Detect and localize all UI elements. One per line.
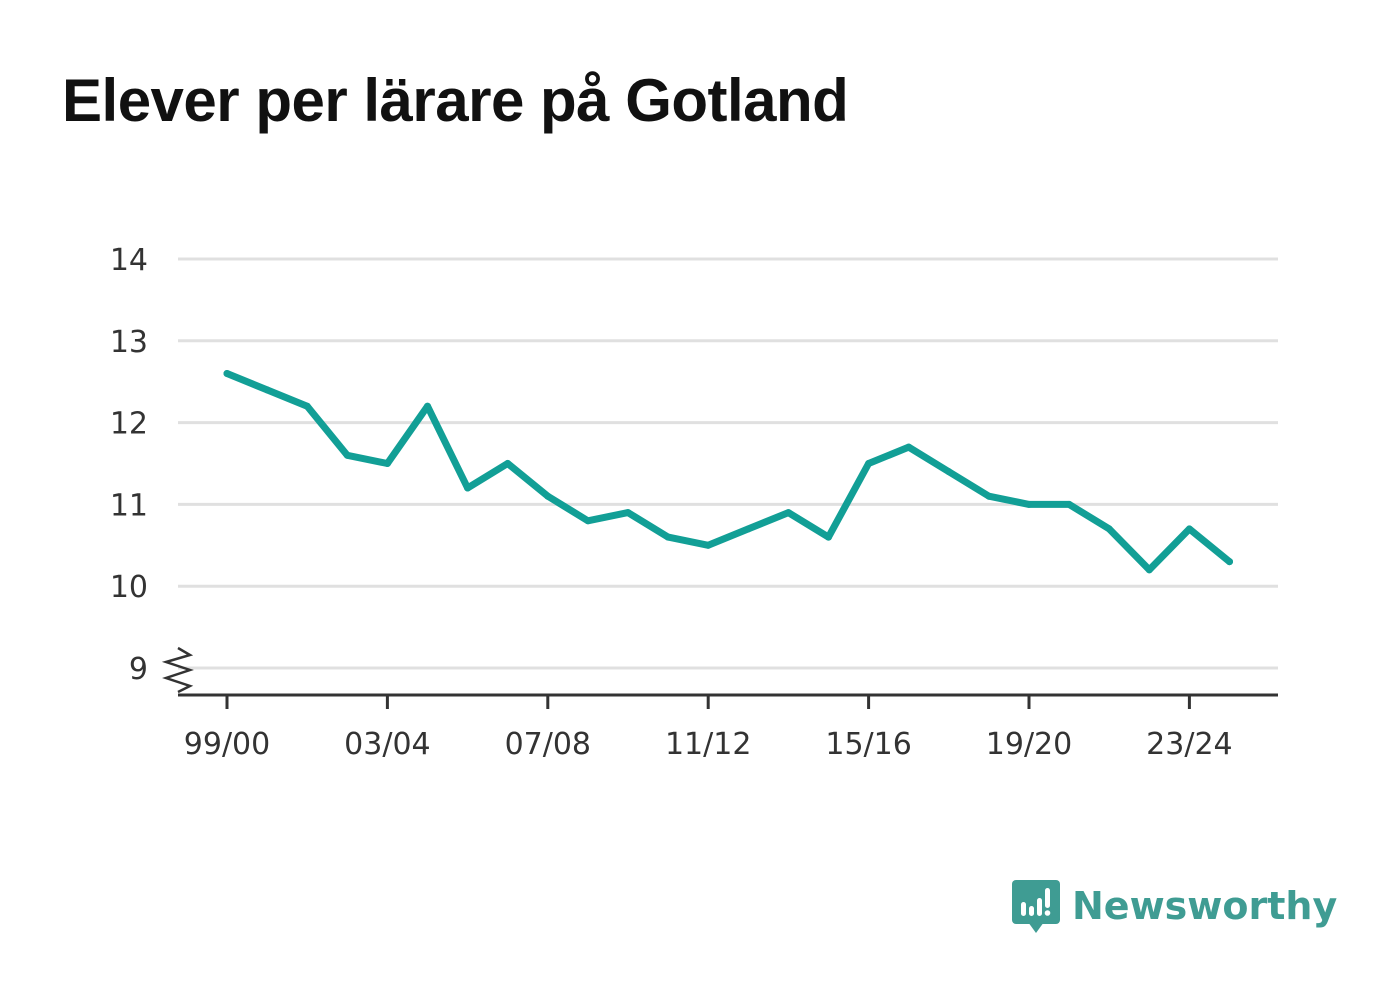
data-point: [1145, 566, 1153, 574]
data-point: [664, 533, 672, 541]
data-point: [424, 402, 431, 410]
y-tick-label: 10: [110, 570, 148, 605]
series-layer: [223, 370, 1233, 574]
data-point: [1105, 525, 1113, 533]
x-tick-label: 19/20: [986, 727, 1072, 762]
x-tick-label: 03/04: [344, 727, 430, 762]
newsworthy-brand[interactable]: Newsworthy: [1010, 876, 1337, 936]
data-point: [985, 492, 993, 500]
data-point: [584, 517, 592, 525]
data-point: [223, 370, 231, 378]
data-point: [1226, 558, 1233, 566]
data-point: [624, 509, 632, 517]
data-point: [343, 451, 351, 459]
data-point: [704, 541, 712, 549]
data-point: [1065, 500, 1073, 508]
x-tick-label: 07/08: [505, 727, 591, 762]
data-point: [544, 492, 552, 500]
data-point: [263, 386, 271, 394]
y-tick-label: 12: [110, 407, 148, 442]
x-tick-label: 15/16: [825, 727, 911, 762]
x-tick-label: 23/24: [1146, 727, 1232, 762]
data-point: [504, 460, 512, 467]
y-tick-label: 13: [110, 325, 148, 360]
data-point: [383, 460, 391, 467]
data-point: [905, 443, 913, 451]
data-point: [945, 468, 953, 476]
chart-title: Elever per lärare på Gotland: [62, 67, 849, 134]
y-tick-label: 14: [110, 243, 148, 278]
series-line: [223, 370, 1233, 574]
data-point: [303, 402, 311, 410]
data-point: [825, 533, 832, 541]
x-axis: 99/00 03/04 07/08 11/12 15/16 19/20 23/24: [178, 693, 1278, 762]
axis-break-icon: [161, 646, 194, 694]
y-tick-label: 9: [129, 652, 148, 687]
x-tick-label: 99/00: [184, 727, 270, 762]
brand-name: Newsworthy: [1072, 884, 1338, 928]
data-point: [784, 509, 792, 517]
data-point: [865, 460, 873, 467]
newsworthy-logo-icon: [1012, 880, 1060, 933]
y-tick-label: 11: [110, 488, 148, 523]
data-point: [1025, 500, 1033, 508]
data-point: [464, 484, 472, 492]
x-tick-label: 11/12: [665, 727, 751, 762]
y-axis: 9 10 11 12 13 14: [110, 243, 194, 694]
data-point: [744, 525, 752, 533]
data-point: [1185, 525, 1193, 533]
gridlines: [178, 257, 1278, 670]
